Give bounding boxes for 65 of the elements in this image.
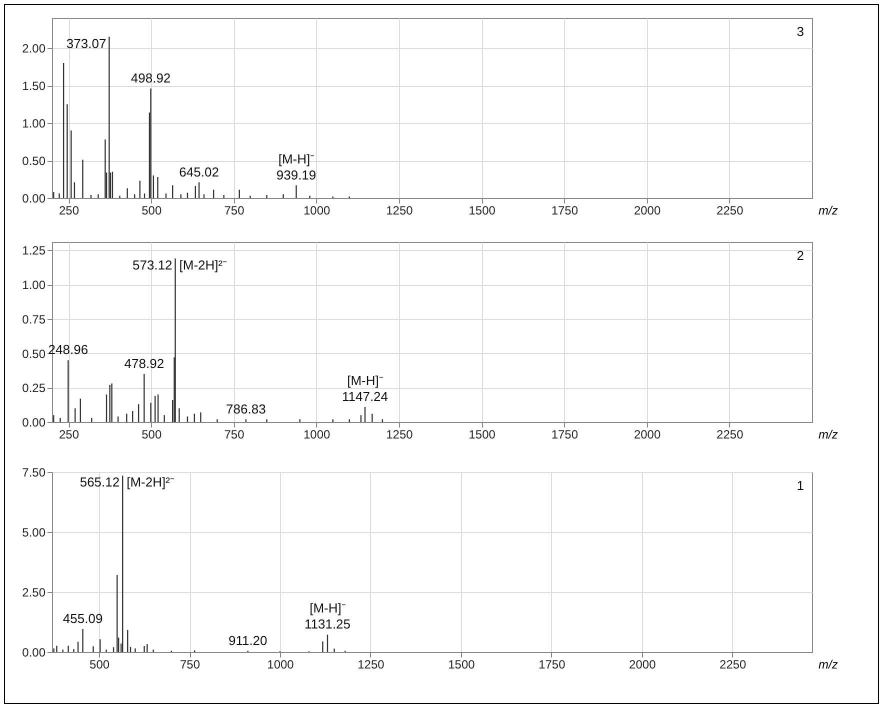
x-tick-label: 2000 [634, 428, 661, 442]
annotation: [M-2H]²⁻ [179, 257, 227, 272]
annotation: [M-H]⁻ [347, 372, 383, 388]
annotation: 2 [796, 248, 804, 263]
annotation: 455.09 [62, 610, 103, 626]
x-tick-label: 1500 [468, 428, 496, 442]
x-tick-label: 500 [90, 658, 110, 672]
annotation: 911.20 [228, 632, 268, 648]
x-tick-label: 1500 [448, 658, 476, 672]
x-tick-label: 750 [224, 204, 245, 218]
x-tick-label: 1000 [303, 428, 331, 442]
x-tick-label: 2000 [634, 204, 661, 218]
y-tick-label: 0.50 [22, 154, 46, 168]
x-tick-label: 1750 [551, 428, 578, 442]
annotation: 3 [796, 24, 804, 39]
x-tick-label: 250 [59, 428, 80, 442]
x-tick-label: 500 [142, 428, 162, 442]
annotation: 373.07 [66, 36, 106, 51]
x-tick-label: 1250 [386, 204, 414, 218]
annotation: [M-H]⁻ [310, 600, 346, 616]
x-tick-label: 1500 [468, 204, 496, 218]
annotation: 565.12 [80, 474, 120, 490]
x-axis-title: m/z [818, 428, 838, 442]
annotation: 645.02 [179, 164, 219, 180]
y-tick-label: 0.75 [22, 312, 46, 326]
annotation: 1147.24 [342, 388, 388, 404]
x-tick-label: 2250 [716, 428, 744, 442]
y-tick-label: 1.50 [22, 79, 46, 93]
annotation: [M-H]⁻ [278, 151, 314, 166]
y-tick-label: 7.50 [22, 466, 46, 480]
y-tick-label: 0.00 [22, 192, 46, 206]
annotation: 1 [796, 478, 804, 493]
annotation: 1131.25 [304, 616, 351, 632]
x-tick-label: 1750 [551, 204, 578, 218]
y-tick-label: 0.00 [22, 416, 46, 430]
y-tick-label: 1.00 [22, 116, 46, 130]
y-tick-label: 0.25 [22, 381, 46, 396]
x-tick-label: 1000 [303, 204, 331, 218]
annotation: 498.92 [130, 70, 171, 86]
x-tick-label: 750 [224, 428, 245, 442]
x-tick-label: 250 [59, 204, 80, 218]
x-tick-label: 2250 [716, 204, 744, 218]
x-tick-label: 1250 [358, 658, 385, 672]
y-tick-label: 0.50 [22, 346, 46, 361]
y-tick-label: 2.50 [22, 586, 46, 600]
x-tick-label: 2000 [629, 658, 656, 672]
annotation: 478.92 [124, 356, 164, 371]
annotation: [M-2H]²⁻ [126, 474, 174, 490]
annotation: 573.12 [132, 257, 172, 272]
y-tick-label: 1.25 [22, 244, 46, 258]
annotation: 786.83 [226, 401, 266, 416]
x-tick-label: 500 [142, 204, 162, 218]
x-tick-label: 750 [180, 658, 200, 672]
x-axis-title: m/z [818, 204, 838, 218]
x-tick-label: 1750 [538, 658, 566, 672]
annotation: 939.19 [276, 167, 316, 182]
y-tick-label: 0.00 [22, 646, 46, 660]
x-tick-label: 1000 [267, 658, 294, 672]
annotation: 248.96 [48, 342, 88, 358]
y-tick-label: 1.00 [22, 278, 46, 292]
x-tick-label: 2250 [720, 658, 747, 672]
x-axis-title: m/z [818, 658, 838, 672]
y-tick-label: 2.00 [22, 42, 46, 56]
y-tick-label: 5.00 [22, 526, 46, 540]
x-tick-label: 1250 [386, 428, 414, 442]
